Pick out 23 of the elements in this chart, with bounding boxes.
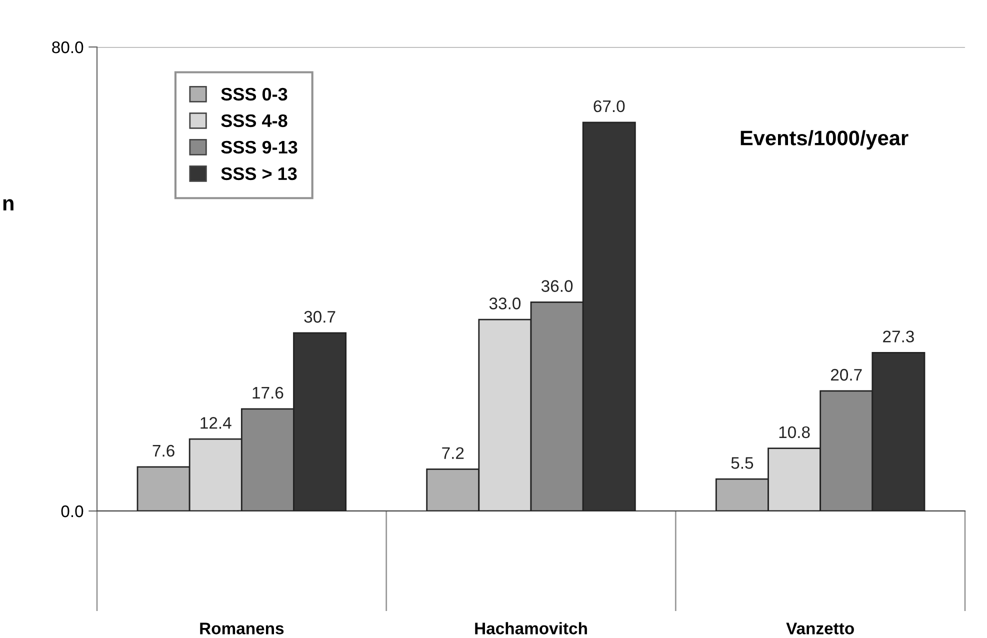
x-tick-label: Hachamovitch: [475, 622, 587, 634]
data-label: 30.7: [304, 310, 336, 323]
legend-label: SSS 9-13: [221, 140, 298, 154]
data-label: 7.2: [442, 447, 464, 459]
legend-label: SSS 0-3: [221, 88, 288, 101]
data-label: 7.6: [152, 444, 174, 457]
data-label: 36.0: [541, 280, 573, 292]
x-tick-label: Romanens: [200, 622, 284, 634]
data-label: 17.6: [252, 386, 284, 399]
data-label: 5.5: [731, 457, 754, 469]
data-label: 67.0: [594, 100, 625, 112]
annotation: Events/1000/year: [740, 130, 908, 150]
y-tick-label: 80.0: [52, 41, 84, 54]
text: n: [3, 199, 14, 210]
legend-label: SSS 4-8: [221, 114, 288, 128]
data-label: 33.0: [489, 298, 521, 310]
x-tick-label: Vanzetto: [786, 622, 854, 634]
data-label: 20.7: [830, 368, 862, 381]
data-label: 27.3: [883, 330, 914, 342]
data-label: 12.4: [200, 417, 232, 429]
y-tick-label: 0.0: [61, 505, 84, 518]
data-label: 10.8: [779, 426, 810, 438]
legend-label: SSS > 13: [221, 167, 297, 180]
